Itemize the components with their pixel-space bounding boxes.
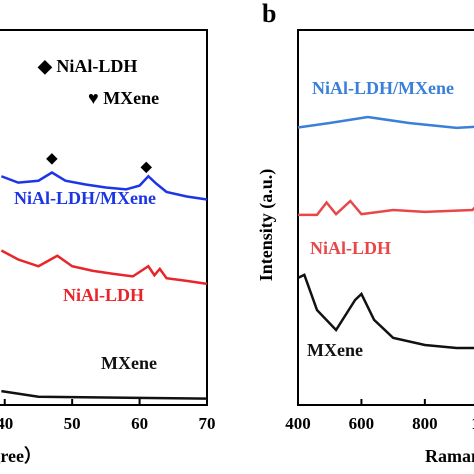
x-axis-label: Raman shift (cm⁻¹) <box>425 446 474 467</box>
legend-entry: ◆ NiAl-LDH <box>37 56 137 76</box>
series-line <box>0 171 208 201</box>
legend-entry: ♥ MXene <box>88 88 159 108</box>
plot-frame <box>0 29 208 406</box>
x-tick-label: 40 <box>0 414 13 433</box>
peak-marker: ◆ <box>46 152 59 167</box>
series-line <box>297 115 474 130</box>
series-label: NiAl-LDH/MXene <box>14 188 156 208</box>
y-axis-label: Intensity (a.u.) <box>256 169 277 282</box>
x-axis-label: 2θ (degree） <box>0 446 42 467</box>
x-tick-label: 800 <box>412 414 438 433</box>
series-line <box>1 389 208 400</box>
x-tick-label: 60 <box>131 414 148 433</box>
x-tick-label: 50 <box>64 414 81 433</box>
plot-frame <box>297 29 474 406</box>
x-tick-label: 400 <box>285 414 311 433</box>
series-label: NiAl-LDH <box>63 285 144 305</box>
panel-label: b <box>262 0 276 28</box>
peak-marker: ◆ <box>140 160 153 175</box>
series-label: MXene <box>101 353 157 373</box>
series-line <box>297 273 474 350</box>
series-line <box>0 249 208 286</box>
series-label: MXene <box>307 340 363 360</box>
x-tick-label: 1000 <box>471 414 474 433</box>
series-label: NiAl-LDH/MXene <box>312 78 454 98</box>
x-tick-label: 600 <box>349 414 375 433</box>
series-line <box>298 199 474 217</box>
x-tick-label: 70 <box>199 414 216 433</box>
series-label: NiAl-LDH <box>310 238 391 258</box>
